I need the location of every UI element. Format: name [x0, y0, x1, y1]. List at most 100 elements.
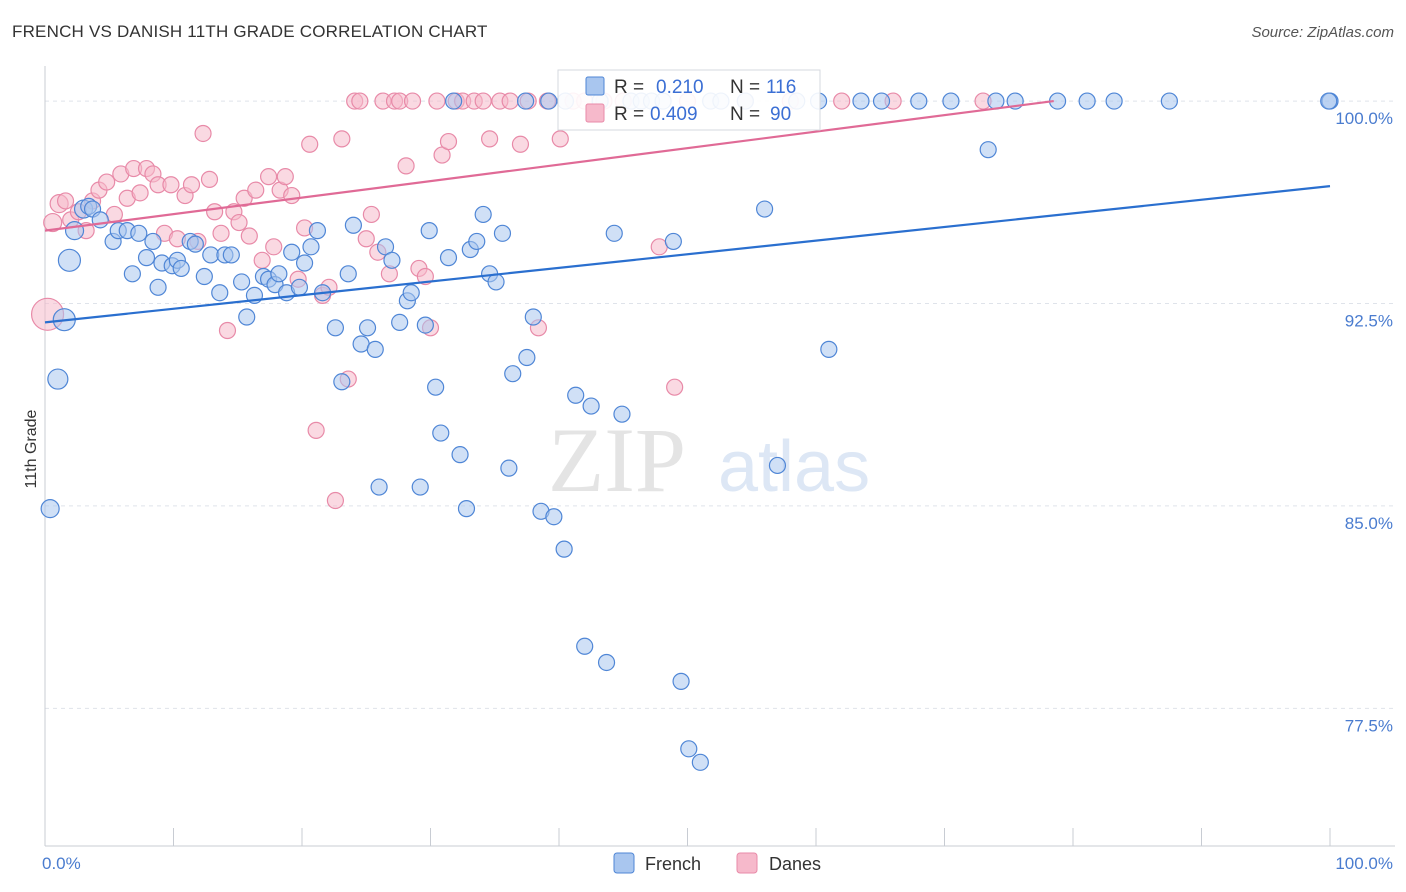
french-points: [40, 92, 1339, 771]
danes-trend-line: [44, 99, 1054, 232]
french-point-1: [47, 368, 69, 390]
french-point-114: [516, 92, 535, 110]
series-legend-danes-label: Danes: [769, 854, 821, 874]
legend-danes-n-label: N =: [730, 104, 760, 125]
french-point-72: [518, 348, 536, 367]
danes-point-58: [397, 157, 415, 175]
french-point-63: [457, 500, 476, 518]
french-point-27: [222, 246, 240, 264]
danes-point-27: [212, 224, 230, 242]
french-point-105: [979, 141, 997, 159]
danes-point-33: [247, 181, 265, 199]
danes-point-35: [259, 168, 278, 186]
danes-point-24: [194, 124, 212, 143]
watermark-atlas: atlas: [718, 427, 870, 507]
danes-point-9: [98, 173, 116, 191]
french-point-14: [137, 249, 156, 267]
french-point-102: [872, 92, 891, 110]
legend-french-r-label: R =: [614, 77, 644, 98]
french-point-103: [910, 92, 928, 110]
french-point-38: [295, 254, 314, 272]
french-point-29: [238, 308, 256, 326]
danes-point-77: [551, 130, 569, 148]
french-point-62: [451, 446, 469, 464]
danes-point-61: [416, 267, 434, 286]
series-legend-danes-swatch: [736, 852, 758, 874]
danes-point-72: [501, 92, 519, 110]
danes-point-39: [283, 186, 301, 205]
french-point-8: [91, 211, 109, 229]
french-point-13: [130, 224, 148, 242]
danes-point-25: [200, 170, 219, 188]
danes-point-38: [276, 168, 294, 186]
french-point-110: [1105, 92, 1123, 110]
french-point-100: [820, 340, 838, 358]
french-point-70: [500, 459, 518, 477]
french-point-52: [391, 313, 409, 332]
french-point-40: [308, 222, 327, 240]
french-point-16: [149, 278, 167, 296]
french-point-77: [555, 540, 573, 558]
french-point-90: [672, 672, 690, 690]
french-point-0: [40, 499, 60, 519]
french-point-55: [411, 478, 429, 496]
danes-point-14: [131, 184, 149, 202]
danes-point-34: [253, 251, 271, 269]
y-tick-labels: 100.0% 92.5% 85.0% 77.5%: [1335, 109, 1393, 735]
legend-danes-n-value: 90: [770, 104, 791, 125]
y-tick-label-1: 92.5%: [1345, 312, 1393, 331]
french-point-92: [691, 753, 709, 771]
french-point-54: [402, 284, 420, 302]
danes-point-50: [351, 92, 369, 110]
french-point-60: [439, 249, 458, 267]
axes: [44, 66, 1395, 847]
french-point-111: [1160, 92, 1178, 110]
danes-point-1: [43, 212, 63, 233]
french-point-25: [211, 284, 229, 302]
danes-point-87: [833, 92, 851, 110]
danes-point-30: [230, 213, 248, 232]
danes-point-59: [403, 92, 422, 110]
y-tick-label-2: 85.0%: [1345, 514, 1393, 533]
correlation-legend: R = 0.210 N = 116 R = 0.409 N = 90: [557, 69, 821, 131]
legend-french-n-label: N =: [730, 77, 760, 98]
french-point-71: [504, 365, 522, 383]
french-point-65: [468, 232, 486, 251]
french-point-89: [664, 232, 682, 251]
french-point-109: [1078, 92, 1096, 110]
watermark: ZIP atlas: [548, 409, 870, 511]
french-point-69: [493, 224, 512, 242]
danes-point-65: [439, 132, 458, 151]
source-credit: Source: ZipAtlas.com: [1251, 24, 1394, 41]
french-point-4: [64, 221, 85, 241]
french-point-113: [1320, 92, 1338, 110]
french-trend-line: [44, 185, 1331, 324]
danes-point-51: [357, 230, 375, 248]
french-point-79: [576, 637, 594, 655]
danes-point-63: [428, 92, 446, 110]
danes-point-70: [481, 130, 499, 148]
danes-point-36: [265, 238, 283, 256]
legend-french-swatch: [585, 76, 605, 96]
danes-point-83: [666, 378, 684, 396]
french-point-34: [270, 265, 288, 283]
danes-point-19: [162, 176, 180, 194]
french-point-76: [545, 508, 563, 526]
french-point-66: [474, 205, 492, 224]
y-tick-label-3: 77.5%: [1345, 716, 1393, 735]
french-point-47: [358, 319, 377, 337]
french-point-83: [605, 224, 623, 242]
danes-point-32: [240, 227, 258, 245]
french-point-84: [613, 405, 631, 423]
danes-point-73: [511, 135, 530, 153]
x-tick-labels: 0.0% 100.0%: [42, 854, 1393, 873]
danes-point-22: [182, 176, 201, 194]
french-point-80: [582, 397, 600, 415]
danes-point-28: [218, 321, 237, 340]
french-point-101: [852, 92, 870, 110]
french-point-59: [432, 424, 450, 442]
x-tick-label-0: 0.0%: [42, 854, 81, 873]
french-point-73: [524, 308, 542, 326]
french-point-49: [370, 478, 388, 496]
